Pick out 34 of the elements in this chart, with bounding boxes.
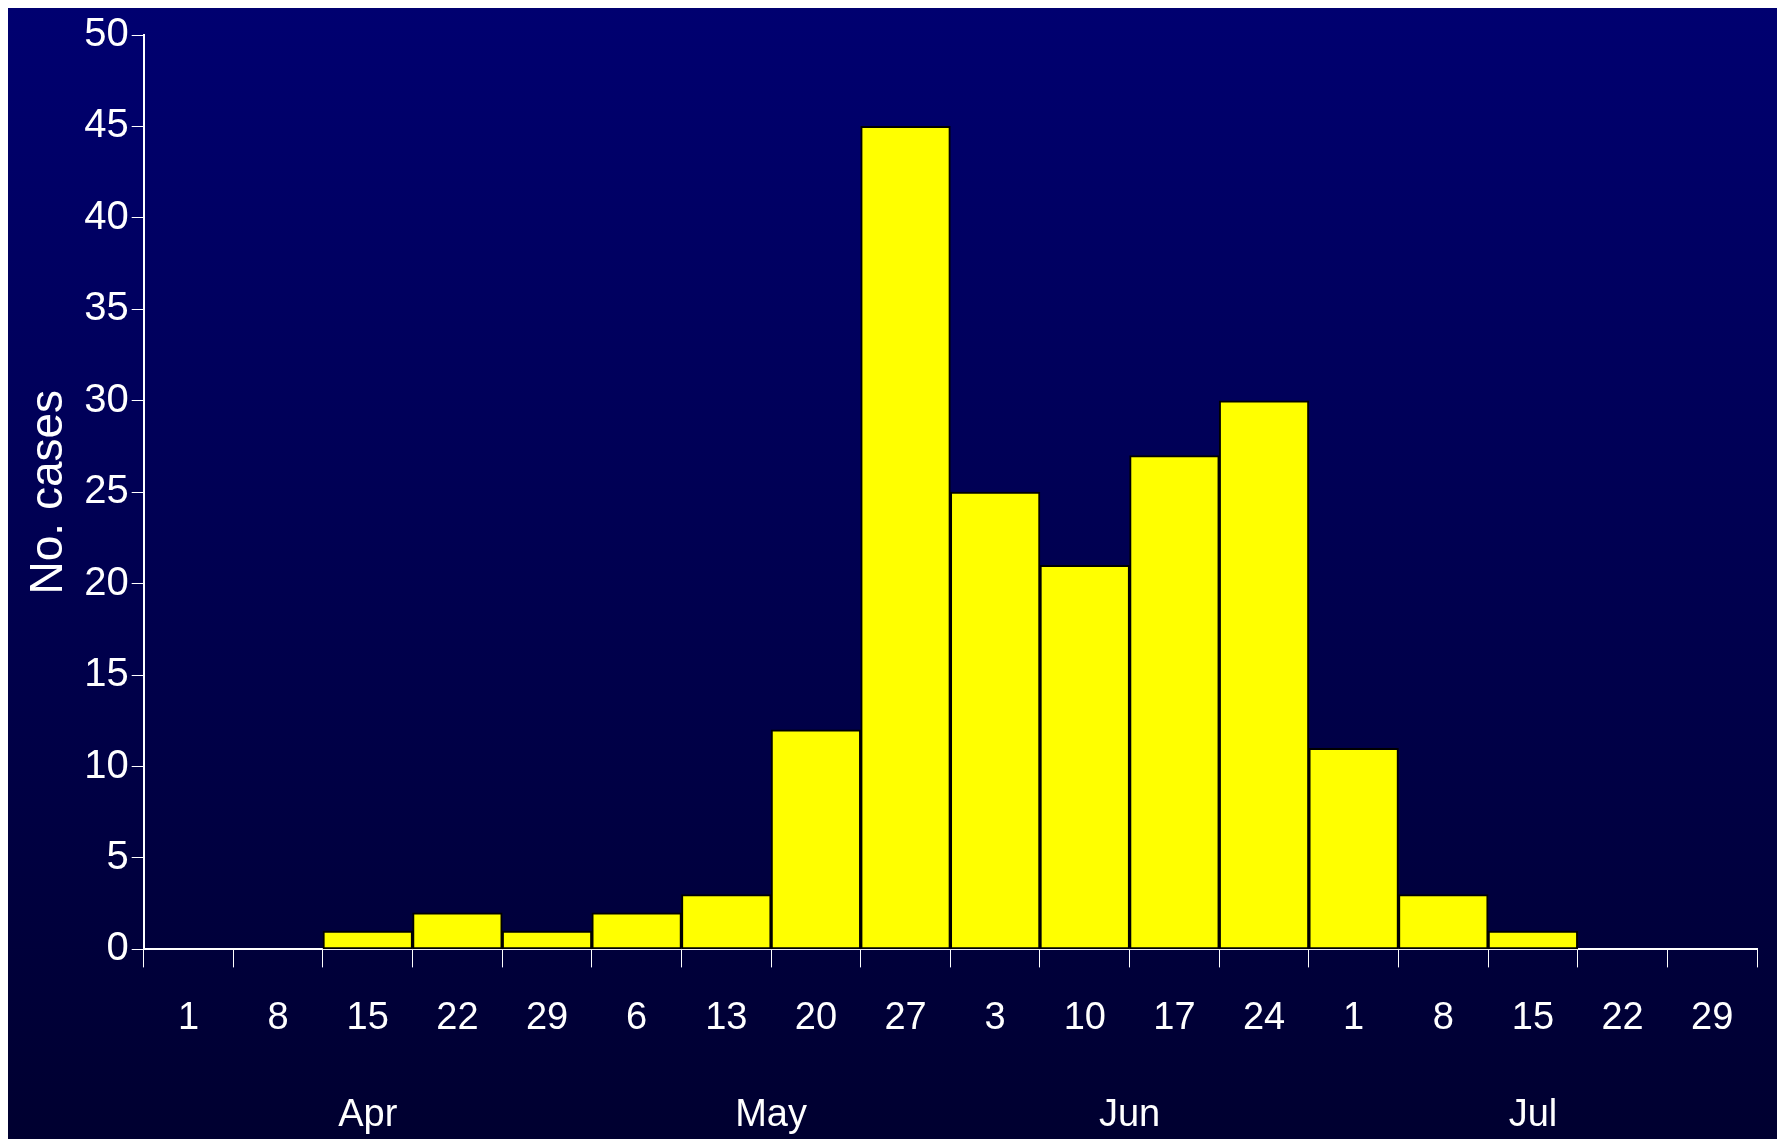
x-tick-label: 22 bbox=[436, 994, 479, 1037]
y-tick-label: 0 bbox=[106, 924, 129, 969]
y-tick-label: 10 bbox=[84, 741, 129, 786]
x-tick-label: 29 bbox=[1691, 994, 1734, 1037]
y-axis-title: No. cases bbox=[20, 389, 73, 595]
x-tick-label: 20 bbox=[794, 994, 838, 1037]
text: Apr bbox=[338, 1092, 398, 1135]
x-tick-label: 1 bbox=[177, 994, 200, 1037]
x-tick-label: 8 bbox=[267, 994, 289, 1037]
y-tick-label: 35 bbox=[84, 284, 129, 329]
text: May bbox=[735, 1092, 807, 1135]
x-tick-label: 27 bbox=[884, 994, 927, 1037]
x-tick-label: 29 bbox=[525, 994, 569, 1037]
x-tick-label: 6 bbox=[626, 994, 648, 1037]
x-tick-label: 8 bbox=[1432, 994, 1454, 1037]
x-tick-label: 15 bbox=[346, 994, 389, 1037]
x-tick-label: 15 bbox=[1511, 994, 1555, 1037]
x-tick-label: 3 bbox=[984, 994, 1006, 1037]
y-tick-label: 5 bbox=[106, 832, 129, 877]
x-tick-label: 13 bbox=[705, 994, 748, 1037]
y-tick-label: 50 bbox=[84, 10, 129, 55]
y-tick-label: 40 bbox=[84, 192, 129, 237]
y-tick-label: 20 bbox=[84, 558, 129, 603]
text: Jul bbox=[1508, 1092, 1558, 1135]
y-tick-label: 30 bbox=[84, 375, 129, 420]
y-tick-label: 25 bbox=[84, 467, 129, 512]
text: Jun bbox=[1098, 1092, 1161, 1135]
x-tick-label: 22 bbox=[1601, 994, 1644, 1037]
y-tick-label: 45 bbox=[84, 101, 129, 146]
x-tick-label: 24 bbox=[1242, 994, 1286, 1037]
x-tick-label: 10 bbox=[1063, 994, 1106, 1037]
x-tick-label: 1 bbox=[1343, 994, 1365, 1037]
y-tick-label: 15 bbox=[84, 650, 129, 695]
x-tick-label: 17 bbox=[1153, 994, 1196, 1037]
